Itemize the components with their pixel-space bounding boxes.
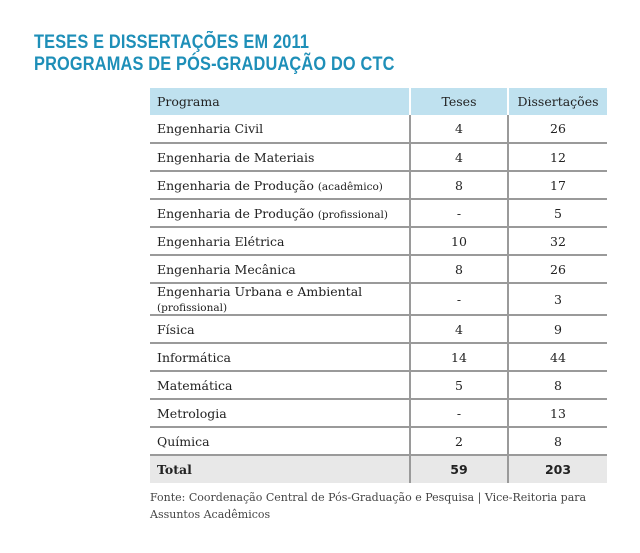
program-qualifier: (profissional): [317, 208, 388, 221]
program-cell: Engenharia Urbana e Ambiental (profissio…: [150, 283, 410, 316]
table-row: Engenharia Mecânica 8 26: [150, 255, 607, 284]
program-cell: Metrologia: [150, 399, 410, 428]
total-teses: 59: [409, 455, 508, 483]
teses-cell: 5: [409, 371, 508, 400]
program-name: Metrologia: [157, 405, 227, 421]
table-row: Informática 14 44: [150, 343, 607, 372]
program-name: Engenharia de Produção: [157, 205, 314, 221]
teses-cell: 8: [409, 171, 508, 200]
dissertacoes-cell: 3: [507, 283, 607, 316]
table-row: Engenharia de Produção (acadêmico) 8 17: [150, 171, 607, 200]
program-cell: Engenharia Elétrica: [150, 227, 410, 256]
program-qualifier: (acadêmico): [317, 180, 383, 193]
teses-cell: -: [409, 199, 508, 228]
teses-cell: 4: [409, 315, 508, 344]
total-row: Total 59 203: [150, 455, 607, 483]
source-note: Fonte: Coordenação Central de Pós-Gradua…: [150, 491, 587, 521]
program-name: Engenharia Mecânica: [157, 261, 296, 277]
program-name: Engenharia de Materiais: [157, 149, 315, 165]
page-title: TESES E DISSERTAÇÕES EM 2011 PROGRAMAS D…: [34, 32, 395, 76]
program-name: Química: [157, 433, 210, 449]
program-name: Física: [157, 321, 195, 337]
table-row: Engenharia Urbana e Ambiental (profissio…: [150, 283, 607, 316]
program-name: Engenharia de Produção: [157, 177, 314, 193]
teses-cell: 4: [409, 115, 508, 144]
dissertacoes-cell: 8: [507, 371, 607, 400]
total-label: Total: [150, 455, 410, 483]
program-name: Engenharia Urbana e Ambiental: [157, 284, 363, 299]
title-line-2: PROGRAMAS DE PÓS-GRADUAÇÃO DO CTC: [34, 54, 395, 75]
teses-cell: 2: [409, 427, 508, 456]
theses-table: Programa Teses Dissertações Engenharia C…: [150, 88, 607, 483]
total-dissertacoes: 203: [507, 455, 607, 483]
header-programa: Programa: [150, 88, 410, 115]
program-cell: Química: [150, 427, 410, 456]
dissertacoes-cell: 26: [507, 115, 607, 144]
teses-cell: -: [409, 399, 508, 428]
program-name: Engenharia Elétrica: [157, 233, 285, 249]
table-row: Física 4 9: [150, 315, 607, 344]
program-cell: Engenharia Civil: [150, 115, 410, 144]
dissertacoes-cell: 26: [507, 255, 607, 284]
program-name: Matemática: [157, 377, 233, 393]
program-name: Informática: [157, 349, 231, 365]
program-cell: Engenharia de Materiais: [150, 143, 410, 172]
title-line-1: TESES E DISSERTAÇÕES EM 2011: [34, 32, 310, 53]
dissertacoes-cell: 8: [507, 427, 607, 456]
program-cell: Física: [150, 315, 410, 344]
program-qualifier: (profissional): [157, 302, 228, 314]
dissertacoes-cell: 12: [507, 143, 607, 172]
program-name: Engenharia Civil: [157, 121, 264, 136]
dissertacoes-cell: 13: [507, 399, 607, 428]
teses-cell: 4: [409, 143, 508, 172]
program-cell: Engenharia de Produção (profissional): [150, 199, 410, 228]
teses-cell: -: [409, 283, 508, 316]
dissertacoes-cell: 32: [507, 227, 607, 256]
teses-cell: 14: [409, 343, 508, 372]
teses-cell: 10: [409, 227, 508, 256]
program-cell: Matemática: [150, 371, 410, 400]
table-row: Metrologia -13: [150, 399, 607, 428]
dissertacoes-cell: 44: [507, 343, 607, 372]
table-row: Engenharia de Materiais 4 12: [150, 143, 607, 172]
program-cell: Informática: [150, 343, 410, 372]
program-cell: Engenharia de Produção (acadêmico): [150, 171, 410, 200]
program-cell: Engenharia Mecânica: [150, 255, 410, 284]
dissertacoes-cell: 9: [507, 315, 607, 344]
header-teses: Teses: [409, 88, 508, 115]
table-row: Engenharia de Produção (profissional) -5: [150, 199, 607, 228]
table-row: Engenharia Elétrica 10 32: [150, 227, 607, 256]
table-row: Engenharia Civil 4 26: [150, 115, 607, 144]
dissertacoes-cell: 17: [507, 171, 607, 200]
dissertacoes-cell: 5: [507, 199, 607, 228]
table-row: Matemática 5 8: [150, 371, 607, 400]
teses-cell: 8: [409, 255, 508, 284]
table-row: Química 2 8: [150, 427, 607, 456]
header-dissertacoes: Dissertações: [507, 88, 607, 115]
table-header: Programa Teses Dissertações: [150, 88, 607, 115]
